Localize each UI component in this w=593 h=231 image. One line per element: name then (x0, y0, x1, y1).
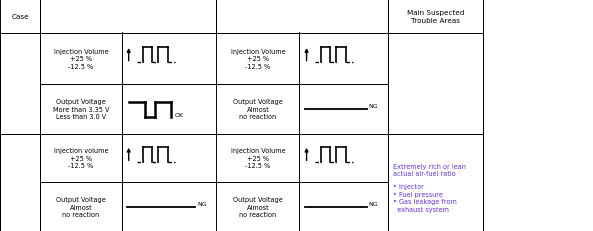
Text: Injection Volume
+25 %
-12.5 %: Injection Volume +25 % -12.5 % (231, 148, 285, 169)
Text: OK: OK (174, 112, 183, 117)
Text: NG: NG (369, 103, 378, 108)
Text: Main Suspected
Trouble Areas: Main Suspected Trouble Areas (407, 10, 464, 24)
Text: Injection Volume
+25 %
-12.5 %: Injection Volume +25 % -12.5 % (231, 49, 285, 69)
Text: NG: NG (197, 201, 206, 206)
Bar (389, 134, 483, 231)
Text: Injection Volume
+25 %
-12.5 %: Injection Volume +25 % -12.5 % (53, 49, 109, 69)
Text: • Injector
• Fuel pressure
• Gas leakage from
  exhaust system: • Injector • Fuel pressure • Gas leakage… (393, 183, 457, 212)
Text: NG: NG (369, 201, 378, 206)
Bar (389, 34, 483, 134)
Text: • HO2 sensor
• HO2 sensor heater
• HO2 sensor circuit: • HO2 sensor • HO2 sensor heater • HO2 s… (393, 73, 461, 94)
Text: Case: Case (11, 14, 29, 20)
Text: 3: 3 (17, 79, 23, 88)
Text: Output Voltage
Almost
no reaction: Output Voltage Almost no reaction (56, 196, 106, 217)
Text: A/F Sensor (Sensor 1)
Output Voltage: A/F Sensor (Sensor 1) Output Voltage (90, 10, 167, 24)
Bar (0, 0, 483, 231)
Text: Output Voltage
Almost
no reaction: Output Voltage Almost no reaction (233, 99, 283, 120)
Bar (1, 34, 40, 134)
Text: Output Voltage
Almost
no reaction: Output Voltage Almost no reaction (233, 196, 283, 217)
Text: 4: 4 (17, 178, 23, 187)
Text: Output Voltage
More than 3.35 V
Less than 3.0 V: Output Voltage More than 3.35 V Less tha… (53, 99, 109, 120)
Bar (41, 0, 216, 33)
Text: Extremely rich or lean
actual air-fuel ratio: Extremely rich or lean actual air-fuel r… (393, 163, 466, 176)
Bar (1, 134, 40, 231)
Bar (217, 0, 388, 33)
Text: HO2 Sensor (Sensor 2)
Output Voltage: HO2 Sensor (Sensor 2) Output Voltage (262, 10, 343, 24)
Text: Injection volume
+25 %
-12.5 %: Injection volume +25 % -12.5 % (54, 148, 108, 169)
